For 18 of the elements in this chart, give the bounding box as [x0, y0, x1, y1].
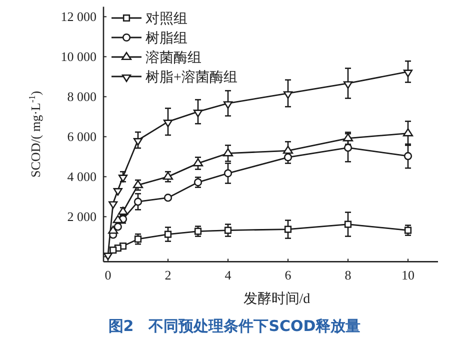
y-tick-label: 10 000: [60, 49, 96, 64]
y-tick-label: 2 000: [67, 209, 96, 224]
legend-label: 溶菌酶组: [146, 50, 202, 66]
x-tick-label: 4: [224, 268, 232, 283]
x-tick-label: 2: [164, 268, 172, 283]
y-tick-label: 12 000: [60, 9, 96, 24]
x-tick-label: 10: [402, 268, 414, 283]
text: 图2 不同预处理条件下SCOD释放量: [108, 317, 361, 335]
x-tick-label: 0: [104, 268, 112, 283]
y-tick-label: 4 000: [67, 169, 96, 184]
y-tick-label: 6 000: [67, 129, 96, 144]
x-tick-label: 8: [344, 268, 352, 283]
legend-label: 对照组: [146, 11, 188, 27]
legend-label: 树脂+溶菌酶组: [146, 70, 238, 86]
x-axis-title: 发酵时间/d: [243, 291, 310, 307]
legend-label: 树脂组: [146, 30, 188, 46]
x-tick-label: 6: [284, 268, 292, 283]
y-tick-label: 8 000: [67, 89, 96, 104]
